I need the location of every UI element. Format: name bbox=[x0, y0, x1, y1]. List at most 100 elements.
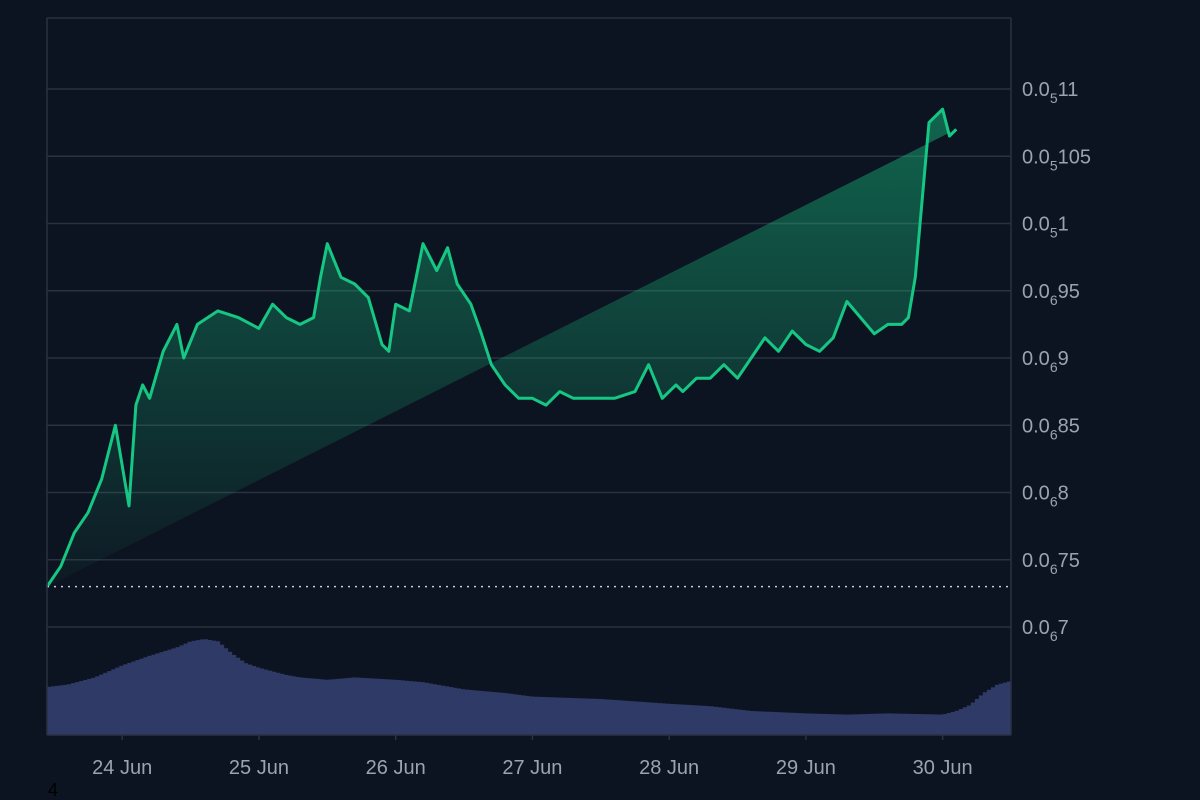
y-tick-lead: 0.0 bbox=[1022, 483, 1050, 505]
volume-bar bbox=[163, 650, 168, 735]
volume-bar bbox=[316, 678, 321, 735]
volume-bar bbox=[300, 677, 305, 735]
volume-bar bbox=[288, 675, 293, 735]
volume-bar bbox=[51, 686, 56, 735]
volume-bar bbox=[456, 688, 462, 735]
volume-bar bbox=[55, 685, 60, 735]
volume-bar bbox=[396, 680, 401, 735]
y-tick-sig: 75 bbox=[1058, 550, 1080, 572]
volume-bar bbox=[251, 666, 257, 735]
y-tick-zeros: 5 bbox=[1050, 90, 1058, 106]
volume-bar bbox=[982, 692, 988, 735]
volume-bar bbox=[103, 672, 108, 735]
volume-bar bbox=[870, 713, 875, 735]
volume-bars bbox=[47, 639, 1012, 735]
volume-bar bbox=[713, 706, 719, 735]
volume-bar bbox=[874, 713, 879, 735]
y-tick-lead: 0.0 bbox=[1022, 79, 1050, 101]
y-tick-sig: 105 bbox=[1058, 146, 1091, 168]
volume-bar bbox=[770, 711, 775, 735]
volume-bar bbox=[794, 712, 799, 735]
volume-bar bbox=[336, 678, 341, 735]
volume-bar bbox=[348, 677, 353, 735]
y-tick-label: 0.0695 bbox=[1022, 281, 1080, 308]
volume-bar bbox=[778, 712, 783, 735]
volume-bar bbox=[275, 672, 281, 735]
volume-bar bbox=[938, 714, 944, 735]
volume-bar bbox=[621, 700, 626, 735]
y-tick-zeros: 6 bbox=[1050, 561, 1058, 577]
volume-bar bbox=[705, 706, 711, 735]
volume-bar bbox=[665, 703, 670, 735]
volume-bar bbox=[99, 674, 104, 735]
volume-bar bbox=[862, 714, 867, 735]
volume-bar bbox=[159, 652, 164, 735]
volume-bar bbox=[649, 702, 654, 735]
volume-bar bbox=[998, 683, 1004, 735]
volume-bar bbox=[585, 698, 590, 735]
x-tick-label: 30 Jun bbox=[913, 757, 973, 779]
y-tick-label: 0.051 bbox=[1022, 214, 1069, 241]
volume-bar bbox=[826, 714, 831, 735]
volume-bar bbox=[480, 691, 486, 735]
volume-bar bbox=[47, 686, 52, 735]
y-tick-zeros: 6 bbox=[1050, 426, 1058, 442]
volume-bar bbox=[247, 664, 253, 735]
volume-bar bbox=[476, 690, 482, 735]
y-tick-zeros: 6 bbox=[1050, 494, 1058, 510]
y-tick-lead: 0.0 bbox=[1022, 550, 1050, 572]
volume-bar bbox=[765, 711, 771, 735]
volume-bar bbox=[657, 703, 662, 735]
volume-bar bbox=[645, 702, 650, 735]
volume-bar bbox=[922, 714, 928, 735]
volume-bar bbox=[970, 702, 976, 735]
volume-bar bbox=[183, 643, 188, 735]
volume-bar bbox=[255, 667, 261, 735]
volume-bar bbox=[135, 660, 140, 735]
volume-bar bbox=[942, 714, 948, 735]
volume-bar bbox=[878, 713, 883, 735]
volume-bar bbox=[830, 714, 835, 735]
volume-bar bbox=[388, 679, 393, 735]
volume-bar bbox=[986, 689, 992, 735]
volume-bar bbox=[890, 713, 895, 735]
volume-bar bbox=[761, 711, 767, 735]
volume-bar bbox=[195, 640, 201, 735]
volume-bar bbox=[308, 678, 313, 735]
volume-bar bbox=[203, 639, 209, 735]
volume-bar bbox=[372, 678, 377, 735]
volume-bar bbox=[926, 714, 932, 735]
volume-bar bbox=[444, 686, 450, 735]
volume-bar bbox=[400, 680, 405, 735]
volume-bar bbox=[782, 712, 787, 735]
y-tick-sig: 1 bbox=[1058, 214, 1069, 236]
volume-bar bbox=[87, 678, 92, 735]
volume-bar bbox=[613, 700, 618, 735]
volume-bar bbox=[155, 653, 160, 735]
volume-bar bbox=[798, 713, 803, 735]
volume-bar bbox=[500, 692, 506, 735]
volume-bar bbox=[231, 654, 237, 735]
volume-bar bbox=[448, 687, 454, 735]
volume-bar bbox=[263, 669, 269, 735]
volume-bar bbox=[472, 690, 478, 735]
volume-bar bbox=[464, 689, 470, 735]
volume-bar bbox=[360, 677, 365, 735]
volume-bar bbox=[886, 713, 891, 735]
y-tick-label: 0.069 bbox=[1022, 348, 1069, 375]
volume-bar bbox=[818, 713, 823, 735]
y-tick-lead: 0.0 bbox=[1022, 617, 1050, 639]
volume-bar bbox=[882, 713, 887, 735]
volume-bar bbox=[990, 687, 996, 735]
volume-bar bbox=[994, 684, 1000, 735]
volume-bar bbox=[127, 662, 132, 735]
volume-bar bbox=[774, 712, 779, 735]
volume-bar bbox=[147, 655, 152, 735]
volume-bar bbox=[63, 684, 68, 735]
volume-bar bbox=[468, 689, 474, 735]
volume-bar bbox=[918, 714, 924, 735]
volume-bar bbox=[914, 714, 920, 735]
volume-bar bbox=[717, 707, 723, 735]
volume-bar bbox=[565, 697, 570, 735]
